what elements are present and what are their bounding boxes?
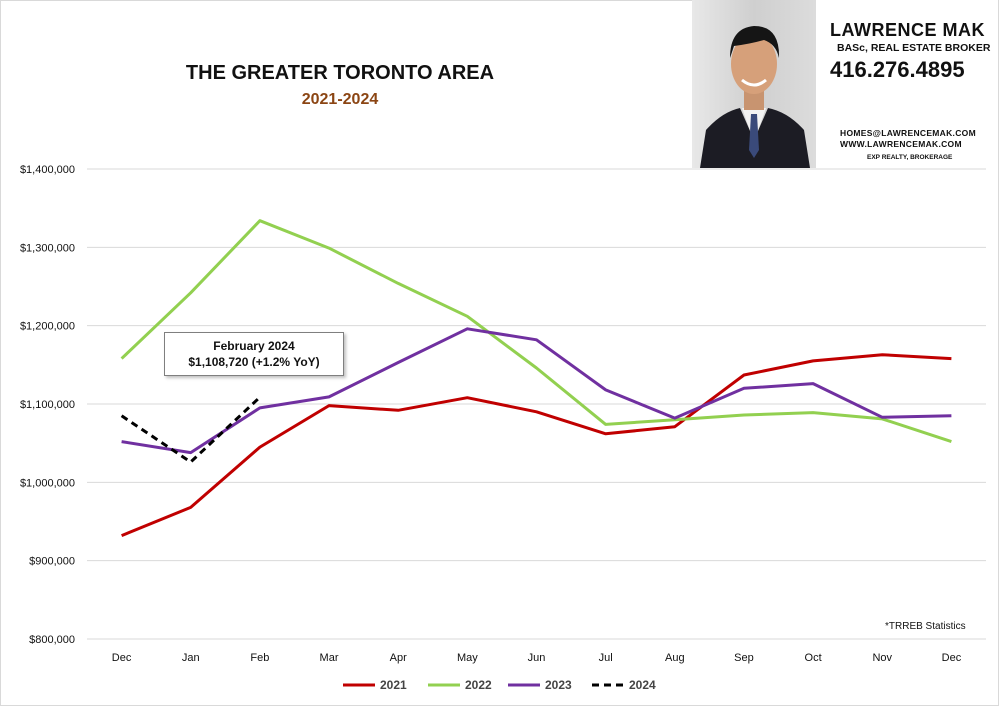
x-tick-label: May: [457, 652, 478, 664]
chart-title: THE GREATER TORONTO AREA: [185, 62, 495, 84]
x-tick-label: Nov: [872, 652, 892, 664]
x-tick-label: Jan: [182, 652, 200, 664]
x-tick-label: Sep: [734, 652, 754, 664]
x-axis-ticks: Dec Jan Feb Mar Apr May Jun Jul Aug Sep Oct Nov Dec: [112, 652, 962, 664]
agent-phone[interactable]: 416.276.4895: [830, 57, 965, 82]
x-tick-label: Oct: [805, 652, 822, 664]
feb-2024-callout: February 2024 $1,108,720 (+1.2% YoY): [164, 332, 344, 376]
gridlines: [87, 168, 986, 640]
callout-line1: February 2024: [213, 339, 295, 353]
x-tick-label: Jul: [599, 652, 613, 664]
legend-label-2021: 2021: [380, 678, 407, 692]
series-line-2024: [120, 396, 261, 464]
series-line-2022: [120, 219, 952, 444]
agent-name: LAWRENCE MAK: [830, 20, 985, 40]
x-tick-label: Feb: [250, 652, 269, 664]
series-line-2023: [121, 327, 952, 455]
callout-line2: $1,108,720 (+1.2% YoY): [188, 355, 320, 369]
x-tick-label: Dec: [942, 652, 962, 664]
series-lines: [120, 219, 952, 537]
y-tick-label: $1,000,000: [20, 477, 75, 489]
x-tick-label: Apr: [390, 652, 407, 664]
agent-photo: [692, 0, 816, 168]
agent-website[interactable]: WWW.LAWRENCEMAK.COM: [840, 139, 962, 149]
x-tick-label: Aug: [665, 652, 685, 664]
y-axis-ticks: $800,000 $900,000 $1,000,000 $1,100,000 $1,2…: [20, 164, 75, 646]
x-tick-label: Mar: [320, 652, 339, 664]
y-tick-label: $1,200,000: [20, 321, 75, 333]
source-note: *TRREB Statistics: [885, 621, 966, 632]
y-tick-label: $900,000: [29, 556, 75, 568]
y-tick-label: $1,100,000: [20, 399, 75, 411]
chart-subtitle: 2021-2024: [301, 91, 379, 108]
y-tick-label: $1,400,000: [20, 164, 75, 176]
agent-card: LAWRENCE MAK BASc, REAL ESTATE BROKER 41…: [692, 0, 998, 168]
legend-label-2024: 2024: [629, 678, 656, 692]
agent-brokerage: EXP REALTY, BROKERAGE: [867, 154, 953, 161]
legend-label-2022: 2022: [465, 678, 492, 692]
x-tick-label: Jun: [528, 652, 546, 664]
legend-label-2023: 2023: [545, 678, 572, 692]
agent-role: BASc, REAL ESTATE BROKER: [837, 42, 991, 54]
legend: 2021 2022 2023 2024: [343, 678, 656, 692]
y-tick-label: $1,300,000: [20, 242, 75, 254]
series-line-2021: [121, 353, 952, 537]
agent-email[interactable]: HOMES@LAWRENCEMAK.COM: [840, 128, 976, 138]
y-tick-label: $800,000: [29, 634, 75, 646]
x-tick-label: Dec: [112, 652, 132, 664]
